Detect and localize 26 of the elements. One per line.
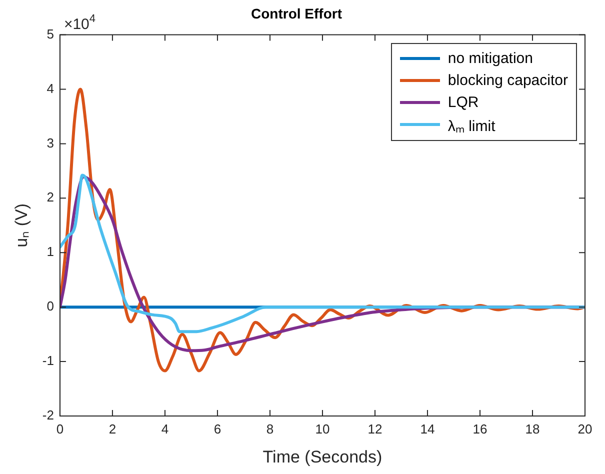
x-tick-label: 14 xyxy=(420,421,435,436)
legend-label: no mitigation xyxy=(448,50,533,68)
x-tick-label: 2 xyxy=(108,421,116,436)
y-tick-label: 1 xyxy=(46,244,54,260)
chart-title: Control Effort xyxy=(251,5,342,22)
x-tick-label: 4 xyxy=(161,421,169,436)
x-tick-label: 8 xyxy=(266,421,274,436)
y-axis-title: uₙ (V) xyxy=(12,203,31,248)
legend-label: blocking capacitor xyxy=(448,72,568,90)
x-tick-label: 16 xyxy=(472,421,488,436)
x-axis-title: Time (Seconds) xyxy=(262,447,382,466)
y-tick-label: 0 xyxy=(46,298,54,314)
x-tick-label: 20 xyxy=(578,421,592,436)
x-tick-label: 18 xyxy=(525,421,540,436)
y-tick-label: -2 xyxy=(42,408,54,423)
x-tick-label: 6 xyxy=(214,421,222,436)
x-tick-label: 0 xyxy=(56,421,64,436)
y-tick-label: 5 xyxy=(46,26,54,42)
y-tick-label: 4 xyxy=(46,80,54,96)
y-tick-label: 3 xyxy=(46,135,54,150)
y-tick-label: 2 xyxy=(46,190,54,205)
x-tick-label: 12 xyxy=(368,421,382,436)
legend-label: λₘ limit xyxy=(448,116,496,135)
legend-label: LQR xyxy=(448,94,479,112)
x-tick-label: 10 xyxy=(315,421,330,436)
y-tick-label: -1 xyxy=(42,353,54,368)
